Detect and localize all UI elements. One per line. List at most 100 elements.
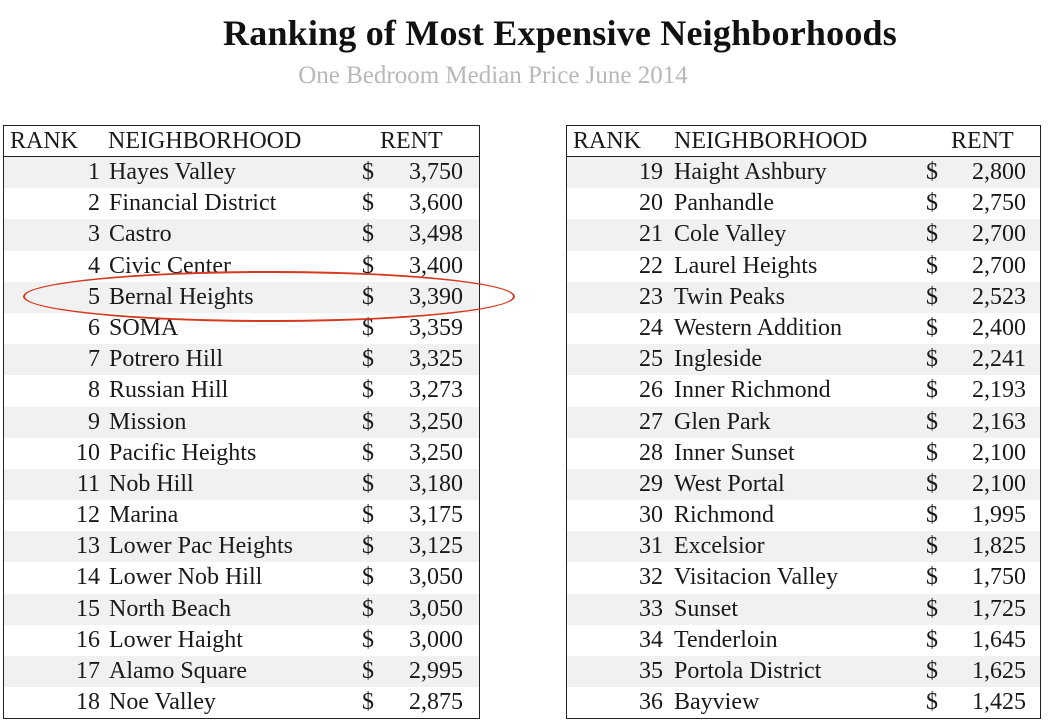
rank-cell: 3 <box>88 221 100 248</box>
table-row: 15 North Beach $3,050 <box>4 593 479 625</box>
currency-symbol: $ <box>926 470 938 497</box>
table-row: 10 Pacific Heights $3,250 <box>4 437 479 469</box>
table-row: 3 Castro $3,498 <box>4 219 479 251</box>
currency-symbol: $ <box>362 689 374 716</box>
rank-cell: 34 <box>639 626 663 653</box>
currency-symbol: $ <box>362 159 374 185</box>
table-row: 22 Laurel Heights $2,700 <box>567 250 1040 282</box>
neighborhood-cell: Alamo Square <box>109 658 247 684</box>
rent-table-right: RANK NEIGHBORHOOD RENT 19 Haight Ashbury $… <box>566 125 1041 720</box>
table-row: 4 Civic Center $3,400 <box>4 250 479 282</box>
table-row: 33 Sunset $1,725 <box>567 593 1040 625</box>
rank-cell: 1 <box>88 159 100 185</box>
rank-cell: 36 <box>639 689 663 716</box>
rank-cell: 2 <box>88 190 100 217</box>
rent-cell: 2,400 <box>972 314 1026 341</box>
rent-cell: 3,125 <box>409 533 463 560</box>
table-row: 30 Richmond $1,995 <box>567 500 1040 532</box>
neighborhood-cell: Marina <box>109 502 179 529</box>
page-subtitle: One Bedroom Median Price June 2014 <box>298 62 688 89</box>
neighborhood-cell: Visitacion Valley <box>674 564 839 591</box>
rank-cell: 7 <box>88 346 100 373</box>
rank-cell: 16 <box>76 626 100 653</box>
neighborhood-cell: Inner Sunset <box>674 439 795 466</box>
neighborhood-cell: Inner Richmond <box>674 377 831 404</box>
rank-cell: 19 <box>639 159 663 185</box>
currency-symbol: $ <box>926 159 938 185</box>
table-row: 12 Marina $3,175 <box>4 500 479 532</box>
neighborhood-cell: Portola District <box>674 658 822 684</box>
rent-cell: 3,250 <box>409 439 463 466</box>
currency-symbol: $ <box>926 283 938 310</box>
currency-symbol: $ <box>926 658 938 684</box>
currency-symbol: $ <box>926 564 938 591</box>
rank-cell: 18 <box>76 689 100 716</box>
neighborhood-cell: Bayview <box>674 689 760 716</box>
rent-cell: 1,825 <box>972 533 1026 560</box>
table-row: 23 Twin Peaks $2,523 <box>567 281 1040 313</box>
rent-cell: 1,995 <box>972 502 1026 529</box>
rent-cell: 3,250 <box>409 408 463 435</box>
rank-cell: 24 <box>639 314 663 341</box>
neighborhood-column-header: NEIGHBORHOOD <box>108 128 302 154</box>
rent-cell: 3,325 <box>409 346 463 373</box>
table-header: RANK NEIGHBORHOOD RENT <box>4 126 479 157</box>
currency-symbol: $ <box>362 439 374 466</box>
table-row: 19 Haight Ashbury $2,800 <box>567 157 1040 189</box>
rent-table-left: RANK NEIGHBORHOOD RENT 1 Hayes Valley $3,7… <box>3 125 480 720</box>
rank-cell: 12 <box>76 502 100 529</box>
table-row: 8 Russian Hill $3,273 <box>4 375 479 407</box>
neighborhood-cell: Hayes Valley <box>109 159 236 185</box>
table-row: 24 Western Addition $2,400 <box>567 312 1040 345</box>
neighborhood-cell: Richmond <box>674 502 774 529</box>
rent-column-header: RENT <box>951 128 1014 154</box>
currency-symbol: $ <box>362 252 374 279</box>
neighborhood-cell: Bernal Heights <box>109 283 254 310</box>
rent-cell: 1,625 <box>972 658 1026 684</box>
neighborhood-cell: Western Addition <box>674 314 843 341</box>
rank-cell: 30 <box>639 502 663 529</box>
neighborhood-cell: Panhandle <box>674 190 774 217</box>
currency-symbol: $ <box>362 221 374 248</box>
neighborhood-cell: Tenderloin <box>674 626 778 653</box>
rank-cell: 4 <box>88 252 100 279</box>
neighborhood-cell: Castro <box>109 221 172 248</box>
currency-symbol: $ <box>926 408 938 435</box>
currency-symbol: $ <box>926 626 938 653</box>
neighborhood-cell: Cole Valley <box>674 221 787 248</box>
table-row: 5 Bernal Heights $3,390 <box>4 281 479 313</box>
table-row: 35 Portola District $1,625 <box>567 656 1040 688</box>
table-row: 11 Nob Hill $3,180 <box>4 468 479 501</box>
rent-cell: 2,700 <box>972 252 1026 279</box>
rent-cell: 1,425 <box>972 689 1026 716</box>
rent-cell: 3,498 <box>409 221 463 248</box>
table-body: 19 Haight Ashbury $2,800 20 Panhandle $2,750 2… <box>567 157 1040 719</box>
rank-cell: 6 <box>88 314 100 341</box>
neighborhood-cell: Lower Pac Heights <box>109 533 293 560</box>
neighborhood-cell: Russian Hill <box>109 377 229 404</box>
table-row: 13 Lower Pac Heights $3,125 <box>4 531 479 563</box>
rent-cell: 1,645 <box>972 626 1026 653</box>
currency-symbol: $ <box>362 346 374 373</box>
rent-cell: 3,400 <box>409 252 463 279</box>
neighborhood-cell: North Beach <box>109 595 231 622</box>
currency-symbol: $ <box>362 533 374 560</box>
neighborhood-cell: Mission <box>109 408 187 435</box>
currency-symbol: $ <box>362 502 374 529</box>
rent-cell: 2,193 <box>972 377 1026 404</box>
neighborhood-cell: Excelsior <box>674 533 765 560</box>
page-title: Ranking of Most Expensive Neighborhoods <box>223 13 897 53</box>
currency-symbol: $ <box>362 470 374 497</box>
neighborhood-column-header: NEIGHBORHOOD <box>674 128 868 154</box>
rank-cell: 14 <box>76 564 100 591</box>
rent-cell: 1,750 <box>972 564 1026 591</box>
neighborhood-cell: Financial District <box>109 190 277 217</box>
table-row: 21 Cole Valley $2,700 <box>567 219 1040 251</box>
rank-column-header: RANK <box>10 128 79 154</box>
rank-cell: 17 <box>76 658 100 684</box>
table-row: 17 Alamo Square $2,995 <box>4 656 479 688</box>
neighborhood-cell: Noe Valley <box>109 689 216 716</box>
table-row: 36 Bayview $1,425 <box>567 687 1040 719</box>
table-row: 31 Excelsior $1,825 <box>567 531 1040 563</box>
rent-cell: 3,359 <box>409 314 463 341</box>
